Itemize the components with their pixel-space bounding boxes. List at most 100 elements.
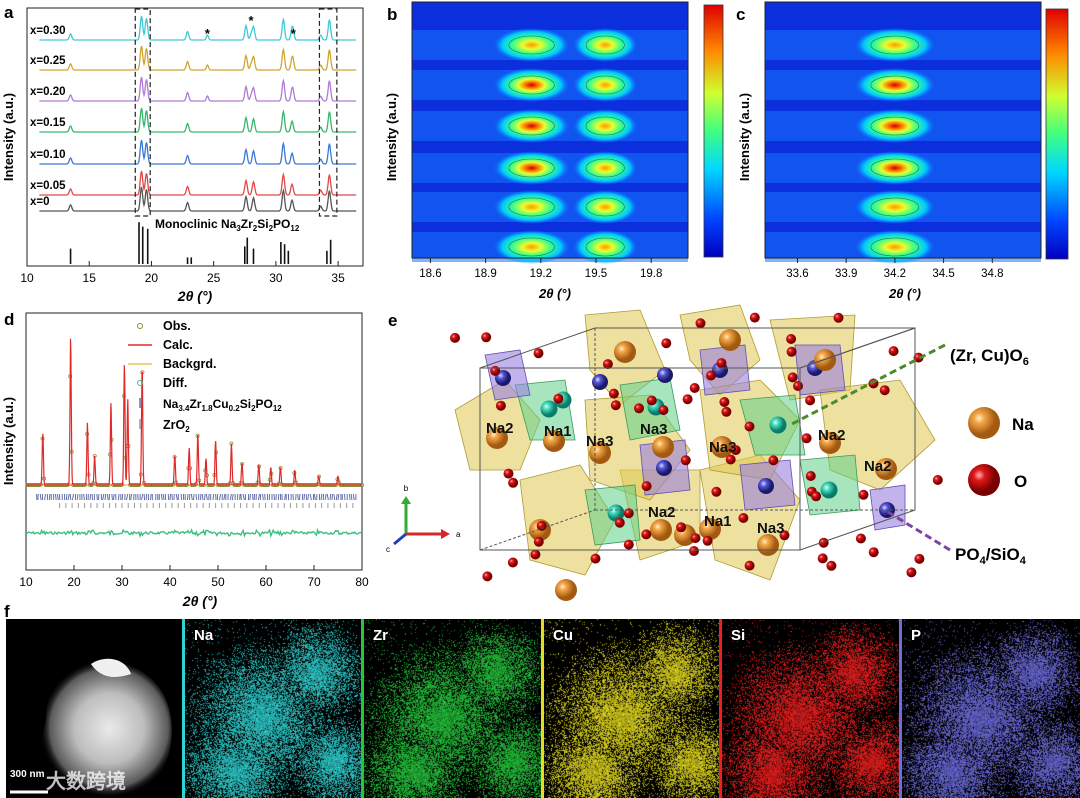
axis-a-arrow bbox=[441, 529, 450, 539]
phase-tick bbox=[160, 493, 163, 501]
phase-tick bbox=[117, 493, 120, 501]
edx-map-zr: Zr bbox=[361, 619, 541, 798]
x-axis-label-d: 2θ (°) bbox=[182, 593, 218, 609]
phase-tick bbox=[96, 493, 98, 501]
phase-tick bbox=[212, 493, 215, 501]
phase-tick bbox=[205, 493, 208, 501]
heatmap-blob bbox=[573, 230, 638, 264]
phase-tick bbox=[324, 493, 327, 501]
na-atom bbox=[699, 518, 721, 540]
heatmap-blob bbox=[493, 230, 570, 264]
o-atom bbox=[818, 537, 829, 548]
o-atom bbox=[533, 348, 544, 359]
o-atom bbox=[702, 535, 713, 546]
o-atom bbox=[826, 560, 837, 571]
legend-zro2: ZrO2 bbox=[163, 418, 190, 434]
phase-tick bbox=[125, 493, 129, 501]
x-tick-label-a: 35 bbox=[331, 271, 345, 285]
o-atom bbox=[725, 454, 736, 465]
impurity-stars: * * * bbox=[205, 13, 297, 41]
o-atom bbox=[738, 513, 749, 523]
heatmap-blob bbox=[854, 190, 935, 224]
x-tick-label-d: 60 bbox=[259, 575, 273, 589]
edx-map-zr-label: Zr bbox=[373, 627, 388, 644]
edx-map-si-label: Si bbox=[731, 627, 746, 644]
phase-tick bbox=[350, 493, 353, 501]
x-tick-label-a: 10 bbox=[20, 271, 34, 285]
na-atom bbox=[719, 329, 741, 351]
legend-calc: Calc. bbox=[163, 338, 193, 352]
o-atom bbox=[888, 346, 899, 357]
edx-map-p-label: P bbox=[911, 627, 922, 644]
phase-tick bbox=[326, 493, 329, 501]
o-atom bbox=[805, 395, 816, 406]
phase-tick bbox=[337, 493, 340, 501]
o-atom bbox=[623, 508, 634, 519]
phase-tick bbox=[313, 493, 316, 501]
na-atom bbox=[819, 432, 841, 454]
phase-tick bbox=[190, 493, 193, 501]
impurity-star: * bbox=[248, 13, 254, 28]
xrd-curves bbox=[39, 15, 357, 212]
phase-tick bbox=[39, 493, 42, 501]
x-tick-label: 19.2 bbox=[530, 268, 552, 280]
xrd-curve bbox=[39, 139, 357, 165]
haadf-image: 300 nm 大数跨境 bbox=[6, 619, 182, 798]
phase-tick bbox=[44, 493, 46, 501]
o-atom bbox=[610, 400, 621, 411]
phase-tick bbox=[249, 493, 252, 501]
o-atom bbox=[680, 455, 691, 466]
phase-tick bbox=[307, 493, 310, 501]
panel-label-a: a bbox=[4, 3, 14, 22]
o-atom bbox=[855, 533, 866, 544]
site-label: Na1 bbox=[704, 513, 732, 530]
o-atom bbox=[690, 533, 701, 544]
o-atom bbox=[490, 365, 501, 376]
phase-tick bbox=[56, 493, 59, 501]
phase-tick bbox=[303, 493, 305, 501]
axis-c-label: c bbox=[386, 545, 390, 554]
phase-tick bbox=[175, 493, 178, 501]
heatmap-contour bbox=[585, 75, 625, 95]
axes-triad: b c a bbox=[386, 484, 461, 554]
na-atom bbox=[555, 579, 577, 601]
o-atom bbox=[689, 546, 699, 556]
legend-na-ball bbox=[968, 407, 1000, 439]
site-label: Na3 bbox=[757, 520, 785, 537]
o-atom bbox=[787, 372, 798, 383]
phase-tick bbox=[169, 493, 172, 501]
site-label: Na3 bbox=[586, 433, 614, 450]
phase-tick bbox=[309, 493, 312, 501]
heatmap-contour bbox=[870, 237, 920, 257]
phase-tick bbox=[71, 493, 75, 501]
o-atom bbox=[786, 346, 797, 357]
o-atom bbox=[450, 332, 460, 343]
o-atom bbox=[503, 468, 514, 479]
phase-tick bbox=[186, 493, 189, 501]
axis-b-label: b bbox=[404, 484, 409, 493]
site-label: Na3 bbox=[640, 421, 668, 438]
zoom-window bbox=[318, 8, 338, 217]
phase-tick bbox=[231, 493, 234, 501]
series-label: x=0.20 bbox=[30, 86, 66, 98]
na-atom bbox=[711, 436, 733, 458]
series-label: x=0 bbox=[30, 196, 50, 208]
o-atom bbox=[481, 332, 492, 343]
axis-c bbox=[393, 532, 407, 546]
zr-pointer bbox=[789, 343, 946, 427]
legend-marker-obs bbox=[137, 323, 143, 329]
x-tick-label-d: 50 bbox=[211, 575, 225, 589]
o-atom bbox=[530, 549, 541, 560]
site-label: Na2 bbox=[486, 420, 514, 437]
zr-atom bbox=[607, 504, 625, 522]
xrd-curve bbox=[39, 45, 357, 71]
heatmap-contour bbox=[508, 158, 555, 178]
heatmap-contour bbox=[870, 197, 920, 217]
o-atom bbox=[495, 400, 506, 411]
phase-tick bbox=[273, 493, 276, 501]
legend-d: Obs. Calc. Backgrd. Diff. Na3.4Zr1.8Cu0.… bbox=[128, 319, 282, 434]
phase-tick bbox=[335, 493, 338, 501]
o-atom bbox=[793, 381, 803, 391]
scale-text: 300 nm bbox=[10, 769, 45, 780]
